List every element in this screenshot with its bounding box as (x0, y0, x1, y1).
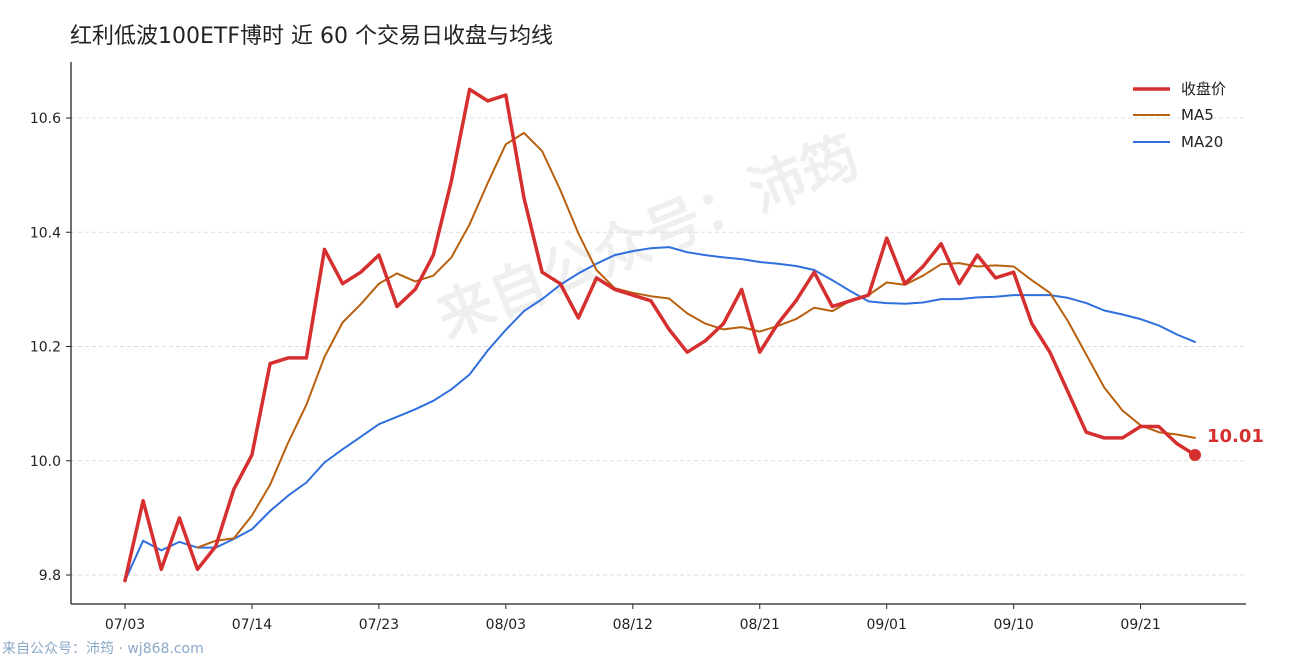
series-ma20-line (124, 246, 1196, 582)
x-tick-label: 07/23 (359, 617, 399, 633)
x-tick-label: 08/12 (613, 617, 653, 633)
chart-title: 红利低波100ETF博时 近 60 个交易日收盘与均线 (70, 24, 553, 49)
series-ma5-line (196, 131, 1196, 549)
series-group: 10.01 (123, 87, 1264, 583)
grid-lines (71, 117, 1246, 576)
y-tick-label: 9.8 (39, 568, 61, 584)
x-tick-label: 09/10 (993, 617, 1033, 633)
watermark: 来自公众号：沛筠 (428, 124, 868, 352)
x-tick-label: 08/03 (486, 617, 526, 633)
x-tick-label: 07/03 (105, 617, 145, 633)
x-tick-label: 09/01 (867, 617, 907, 633)
legend-label-close: 收盘价 (1181, 80, 1226, 98)
last-close-dot (1189, 449, 1201, 462)
y-tick-label: 10.2 (30, 340, 61, 356)
footer-credit: 来自公众号：沛筠 · wj868.com (2, 641, 204, 657)
y-tick-label: 10.4 (30, 225, 61, 241)
legend-label-ma20: MA20 (1181, 133, 1223, 151)
legend: 收盘价 MA5 MA20 (1133, 80, 1226, 151)
x-tick-label: 07/14 (232, 617, 272, 633)
x-tick-label: 08/21 (740, 617, 780, 633)
last-close-label: 10.01 (1207, 426, 1264, 447)
series-close-line (123, 87, 1197, 583)
axes: 9.8 10.0 10.2 10.4 10.6 07/03 07/14 07/23 08/03 0… (30, 62, 1246, 633)
x-tick-label: 09/21 (1120, 617, 1160, 633)
y-tick-label: 10.0 (30, 454, 61, 470)
y-tick-label: 10.6 (30, 111, 61, 127)
legend-label-ma5: MA5 (1181, 106, 1214, 124)
